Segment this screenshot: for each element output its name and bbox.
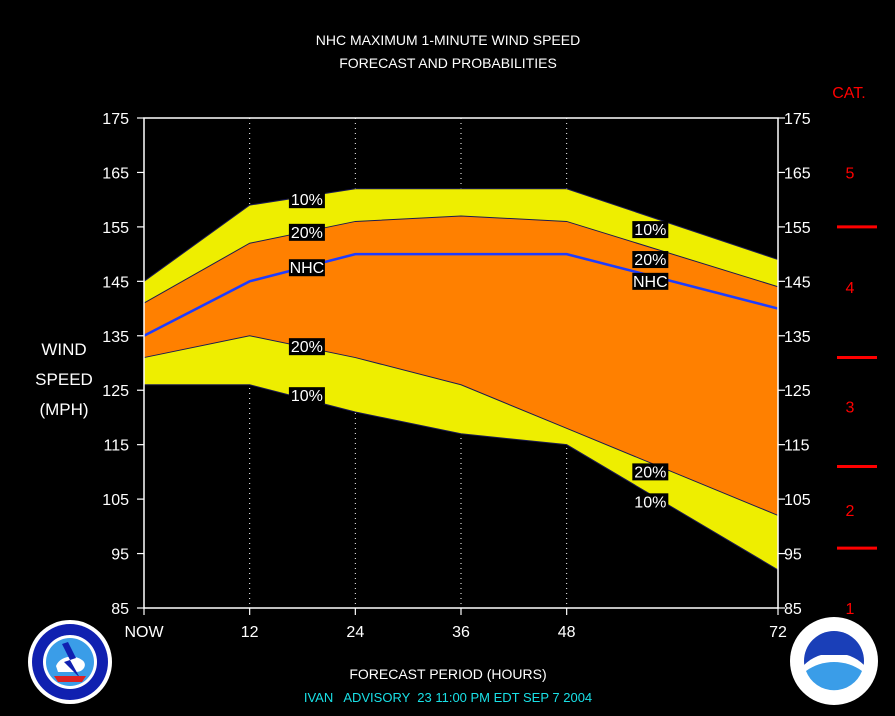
band-label-0: 10% xyxy=(288,191,325,209)
category-label-5: 5 xyxy=(846,165,855,182)
y-tick-label-right-95: 95 xyxy=(784,547,802,564)
y-tick-label-right-125: 125 xyxy=(784,383,811,400)
band-label-box xyxy=(632,272,669,290)
band-label-text: 20% xyxy=(634,252,666,269)
chart-title-line1: NHC MAXIMUM 1-MINUTE WIND SPEED xyxy=(316,32,580,48)
y-axis-label-line1: WIND xyxy=(41,340,86,359)
upper-10-line xyxy=(143,188,779,282)
y-tick-label-right-135: 135 xyxy=(784,329,811,346)
y-tick-label-left-115: 115 xyxy=(103,438,129,455)
band-label-7: NHC xyxy=(632,272,669,291)
y-tick-label-right-175: 175 xyxy=(784,111,811,128)
nws-logo xyxy=(28,620,112,704)
band-label-box xyxy=(288,338,325,356)
upper-20-line xyxy=(143,215,779,304)
band-label-text: 10% xyxy=(634,494,666,511)
x-tick-label-0: NOW xyxy=(124,624,164,641)
x-axis-label: FORECAST PERIOD (HOURS) xyxy=(349,666,546,682)
y-tick-label-left-155: 155 xyxy=(102,220,129,237)
band-label-5: 10% xyxy=(632,221,669,239)
y-tick-label-left-95: 95 xyxy=(111,547,129,564)
category-scale: 5 4 3 2 1 xyxy=(837,165,877,618)
y-tick-label-right-165: 165 xyxy=(784,165,811,182)
advisory-line: IVAN ADVISORY 23 11:00 PM EDT SEP 7 2004 xyxy=(304,690,592,705)
band-20-percent xyxy=(144,216,778,516)
band-label-9: 10% xyxy=(632,493,669,511)
y-tick-label-left-145: 145 xyxy=(102,274,129,291)
band-label-text: NHC xyxy=(633,274,668,291)
band-label-text: 10% xyxy=(291,192,323,209)
y-tick-label-right-85: 85 xyxy=(784,601,802,618)
band-label-text: 10% xyxy=(634,222,666,239)
y-axis-label-line3: (MPH) xyxy=(39,400,88,419)
x-tick-label-36: 36 xyxy=(452,624,470,641)
nhc-forecast-line xyxy=(143,252,779,337)
chart-title-line2: FORECAST AND PROBABILITIES xyxy=(339,55,557,71)
y-tick-label-left-175: 175 xyxy=(102,111,129,128)
category-label-2: 2 xyxy=(846,503,855,520)
x-tick-label-24: 24 xyxy=(346,624,364,641)
noaa-logo xyxy=(790,617,878,705)
band-label-text: 20% xyxy=(634,464,666,481)
band-label-box xyxy=(632,463,669,481)
band-label-text: 20% xyxy=(291,225,323,242)
y-tick-label-right-145: 145 xyxy=(784,274,811,291)
band-label-6: 20% xyxy=(632,251,669,269)
category-label-1: 1 xyxy=(846,601,855,618)
lower-10-line xyxy=(144,384,779,571)
lower-20-line xyxy=(143,335,779,516)
plot-area xyxy=(143,118,779,608)
band-label-4: 10% xyxy=(288,387,325,405)
band-label-box xyxy=(288,223,325,241)
y-tick-label-right-155: 155 xyxy=(784,220,811,237)
band-label-1: 20% xyxy=(288,223,325,242)
y-tick-label-left-165: 165 xyxy=(102,165,129,182)
band-label-text: 20% xyxy=(291,339,323,356)
y-axis-label-line2: SPEED xyxy=(35,370,93,389)
y-tick-label-left-125: 125 xyxy=(102,383,129,400)
band-label-box xyxy=(288,259,325,277)
x-tick-label-12: 12 xyxy=(241,624,259,641)
y-tick-label-right-105: 105 xyxy=(784,492,811,509)
x-tick-label-72: 72 xyxy=(769,624,787,641)
band-label-box xyxy=(632,251,669,269)
band-label-box xyxy=(632,493,669,511)
band-label-box xyxy=(288,191,325,209)
y-tick-label-left-85: 85 xyxy=(111,601,129,618)
band-label-text: 10% xyxy=(291,388,323,405)
axes: 85 85 95 95 105 105 115 115 125 125 135 135 145 145 15… xyxy=(102,111,811,641)
band-label-box xyxy=(632,221,669,239)
y-tick-label-right-115: 115 xyxy=(784,438,810,455)
band-label-3: 20% xyxy=(288,338,325,356)
band-label-8: 20% xyxy=(632,463,669,481)
band-label-2: NHC xyxy=(288,259,325,277)
band-labels: 10% 20% NHC 20% 10% 10% 20% NHC 20% 10% xyxy=(288,191,669,511)
y-tick-label-left-105: 105 xyxy=(102,492,129,509)
band-label-box xyxy=(288,387,325,405)
y-tick-label-left-135: 135 xyxy=(102,329,129,346)
cat-header: CAT. xyxy=(832,85,865,102)
x-tick-label-48: 48 xyxy=(558,624,576,641)
category-label-3: 3 xyxy=(846,400,855,417)
category-label-4: 4 xyxy=(846,280,855,297)
band-label-text: NHC xyxy=(290,260,325,277)
